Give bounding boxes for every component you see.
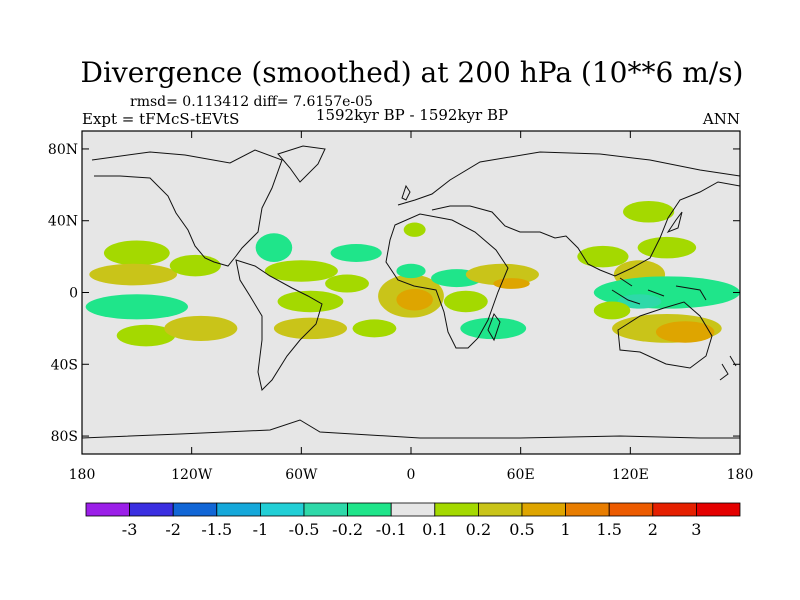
field-region-4	[116, 324, 176, 347]
coastlines	[81, 145, 741, 439]
colorbar-label: -0.5	[289, 520, 320, 539]
colorbar-box	[608, 502, 654, 517]
field-region-3	[85, 294, 189, 320]
colorbar-label: 0.5	[509, 520, 534, 539]
colorbar-box	[652, 502, 697, 517]
colorbar-label: -3	[122, 520, 138, 539]
coast-madagascar	[487, 312, 501, 342]
field-region-0	[103, 240, 170, 266]
expt-label: Expt = tFMcS-tEVtS	[82, 110, 239, 128]
field-region-21	[493, 278, 530, 289]
x-tick-label: 120E	[612, 467, 649, 483]
field-region-14	[396, 288, 433, 311]
field-region-6	[255, 233, 293, 262]
colorbar-box	[172, 502, 218, 517]
colorbar-box	[390, 502, 436, 517]
coast-japan	[666, 211, 683, 234]
field-region-29	[655, 321, 715, 343]
season-label: ANN	[702, 110, 740, 128]
colorbar-label: -1.5	[201, 520, 232, 539]
field-region-27	[617, 294, 662, 309]
colorbar-box	[85, 502, 130, 517]
field-region-7	[330, 244, 382, 262]
colorbar-box	[477, 502, 523, 517]
x-tick-label: 120W	[171, 467, 213, 483]
colorbar-label: 2	[648, 520, 658, 539]
field-region-12	[352, 319, 397, 338]
field-region-1	[89, 263, 178, 286]
colorbar-box	[347, 502, 392, 517]
field-region-9	[325, 274, 369, 293]
colorbar: -3 -2 -1.5 -1 -0.5 -0.2 -0.1 0.1 0.2 0.5 1 1.5 2 3	[85, 502, 741, 539]
colorbar-label: 1	[561, 520, 571, 539]
colorbar-label: -1	[253, 520, 269, 539]
colorbar-box	[129, 502, 174, 517]
y-tick-label: 40N	[48, 214, 78, 230]
field-region-5	[164, 315, 238, 341]
colorbar-box	[696, 502, 741, 517]
field-regions	[85, 200, 741, 347]
colorbar-label: -0.2	[332, 520, 363, 539]
coast-antarctica	[81, 419, 740, 439]
colorbar-label: 3	[691, 520, 701, 539]
x-tick-label: 0	[407, 467, 416, 483]
coast-eurasia	[397, 151, 741, 277]
coast-south-america	[235, 259, 323, 391]
colorbar-box	[216, 502, 261, 517]
x-tick-label: 60E	[507, 467, 535, 483]
field-region-16	[403, 222, 426, 237]
map-axes: 180 120W 60W 0 60E 120E 180 80N 40N 0 40S 80S	[48, 131, 753, 483]
coast-indonesia	[611, 277, 707, 305]
colorbar-label: 0.2	[466, 520, 491, 539]
colorbar-box	[521, 502, 566, 517]
colorbar-box	[303, 502, 348, 517]
coast-greenland	[277, 145, 326, 183]
field-region-23	[577, 245, 629, 268]
colorbar-box	[565, 502, 610, 517]
x-tick-label: 180	[69, 467, 96, 483]
coast-australia	[617, 301, 713, 369]
stats-label: rmsd= 0.113412 diff= 7.6157e-05	[130, 94, 373, 110]
y-tick-label: 80N	[48, 142, 78, 158]
field-region-8	[264, 260, 338, 282]
coast-north-america	[91, 149, 283, 267]
field-region-19	[460, 317, 527, 340]
map-panel: 180 120W 60W 0 60E 120E 180 80N 40N 0 40S 80S	[48, 130, 753, 483]
y-tick-label: 0	[69, 286, 78, 302]
field-region-30	[593, 301, 631, 320]
field-region-22	[623, 200, 675, 223]
colorbar-label: 0.1	[422, 520, 447, 539]
coast-africa	[385, 213, 509, 349]
field-region-11	[273, 317, 348, 340]
field-region-15	[396, 263, 426, 279]
y-tick-label: 40S	[51, 357, 78, 373]
x-tick-label: 180	[727, 467, 754, 483]
field-region-25	[637, 236, 697, 259]
colorbar-label: 1.5	[596, 520, 621, 539]
colorbar-label: -2	[165, 520, 181, 539]
period-label: 1592kyr BP - 1592kyr BP	[316, 106, 508, 124]
field-region-10	[277, 290, 344, 313]
x-tick-label: 60W	[285, 467, 318, 483]
colorbar-box	[434, 502, 479, 517]
field-region-18	[443, 290, 488, 313]
colorbar-label: -0.1	[376, 520, 407, 539]
chart-title: Divergence (smoothed) at 200 hPa (10**6 …	[81, 56, 744, 89]
colorbar-box	[259, 502, 305, 517]
coast-uk	[401, 184, 411, 201]
field-region-2	[169, 254, 221, 277]
y-tick-label: 80S	[51, 429, 78, 445]
